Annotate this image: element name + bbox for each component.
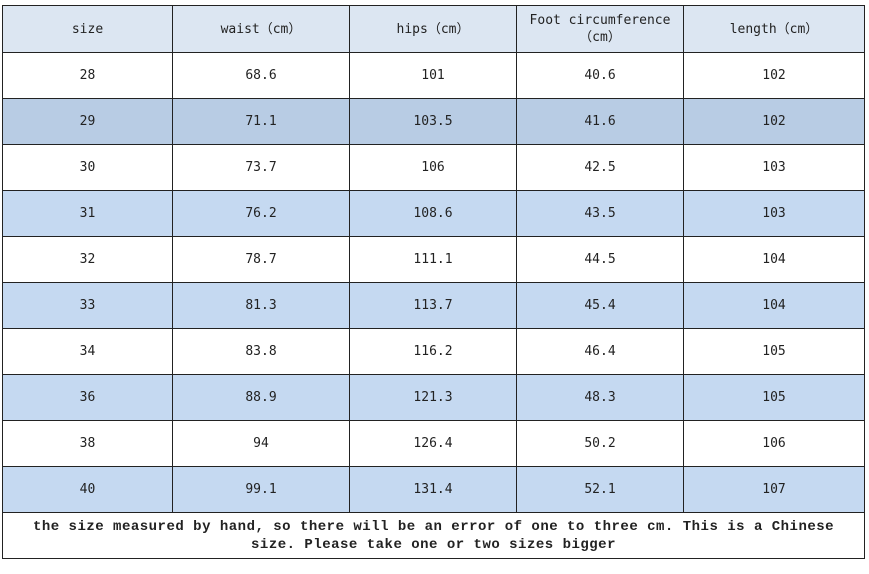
data-cell: 83.8 bbox=[172, 328, 350, 375]
data-row: 38 94 126.4 50.2 106 bbox=[2, 420, 865, 467]
note-cell: the size measured by hand, so there will… bbox=[2, 512, 865, 559]
data-cell: 103 bbox=[683, 144, 865, 191]
data-cell: 41.6 bbox=[516, 98, 684, 145]
data-cell: 104 bbox=[683, 236, 865, 283]
data-cell: 33 bbox=[2, 282, 173, 329]
note-row: the size measured by hand, so there will… bbox=[2, 512, 865, 559]
data-cell: 28 bbox=[2, 52, 173, 99]
header-row: size waist（cm） hips（cm） Foot circumference（… bbox=[2, 5, 865, 53]
data-cell: 42.5 bbox=[516, 144, 684, 191]
header-cell: Foot circumference（cm） bbox=[516, 5, 684, 53]
data-cell: 31 bbox=[2, 190, 173, 237]
data-cell: 101 bbox=[349, 52, 517, 99]
header-cell: waist（cm） bbox=[172, 5, 350, 53]
data-row: 32 78.7 111.1 44.5 104 bbox=[2, 236, 865, 283]
data-cell: 108.6 bbox=[349, 190, 517, 237]
data-row: 28 68.6 101 40.6 102 bbox=[2, 52, 865, 99]
table-body: size waist（cm） hips（cm） Foot circumference（… bbox=[2, 5, 865, 559]
data-cell: 111.1 bbox=[349, 236, 517, 283]
data-cell: 34 bbox=[2, 328, 173, 375]
data-cell: 94 bbox=[172, 420, 350, 467]
data-row: 31 76.2 108.6 43.5 103 bbox=[2, 190, 865, 237]
data-row: 36 88.9 121.3 48.3 105 bbox=[2, 374, 865, 421]
data-cell: 43.5 bbox=[516, 190, 684, 237]
header-cell: size bbox=[2, 5, 173, 53]
data-cell: 48.3 bbox=[516, 374, 684, 421]
data-cell: 40 bbox=[2, 466, 173, 513]
data-cell: 38 bbox=[2, 420, 173, 467]
data-cell: 106 bbox=[349, 144, 517, 191]
data-cell: 44.5 bbox=[516, 236, 684, 283]
data-cell: 30 bbox=[2, 144, 173, 191]
data-cell: 88.9 bbox=[172, 374, 350, 421]
data-cell: 40.6 bbox=[516, 52, 684, 99]
header-cell: hips（cm） bbox=[349, 5, 517, 53]
data-cell: 103.5 bbox=[349, 98, 517, 145]
data-row: 34 83.8 116.2 46.4 105 bbox=[2, 328, 865, 375]
data-cell: 50.2 bbox=[516, 420, 684, 467]
data-cell: 81.3 bbox=[172, 282, 350, 329]
size-table: size waist（cm） hips（cm） Foot circumference（… bbox=[2, 5, 865, 559]
data-cell: 105 bbox=[683, 374, 865, 421]
data-cell: 103 bbox=[683, 190, 865, 237]
data-cell: 106 bbox=[683, 420, 865, 467]
data-cell: 121.3 bbox=[349, 374, 517, 421]
data-cell: 46.4 bbox=[516, 328, 684, 375]
data-cell: 32 bbox=[2, 236, 173, 283]
data-cell: 104 bbox=[683, 282, 865, 329]
data-row: 30 73.7 106 42.5 103 bbox=[2, 144, 865, 191]
data-cell: 105 bbox=[683, 328, 865, 375]
header-cell: length（cm） bbox=[683, 5, 865, 53]
data-cell: 52.1 bbox=[516, 466, 684, 513]
data-cell: 102 bbox=[683, 52, 865, 99]
data-cell: 116.2 bbox=[349, 328, 517, 375]
data-cell: 78.7 bbox=[172, 236, 350, 283]
data-row: 29 71.1 103.5 41.6 102 bbox=[2, 98, 865, 145]
data-cell: 36 bbox=[2, 374, 173, 421]
data-cell: 126.4 bbox=[349, 420, 517, 467]
data-row: 40 99.1 131.4 52.1 107 bbox=[2, 466, 865, 513]
data-cell: 113.7 bbox=[349, 282, 517, 329]
data-cell: 68.6 bbox=[172, 52, 350, 99]
data-cell: 107 bbox=[683, 466, 865, 513]
data-cell: 76.2 bbox=[172, 190, 350, 237]
data-cell: 99.1 bbox=[172, 466, 350, 513]
data-cell: 45.4 bbox=[516, 282, 684, 329]
data-cell: 102 bbox=[683, 98, 865, 145]
data-cell: 131.4 bbox=[349, 466, 517, 513]
data-cell: 73.7 bbox=[172, 144, 350, 191]
data-cell: 29 bbox=[2, 98, 173, 145]
data-cell: 71.1 bbox=[172, 98, 350, 145]
data-row: 33 81.3 113.7 45.4 104 bbox=[2, 282, 865, 329]
